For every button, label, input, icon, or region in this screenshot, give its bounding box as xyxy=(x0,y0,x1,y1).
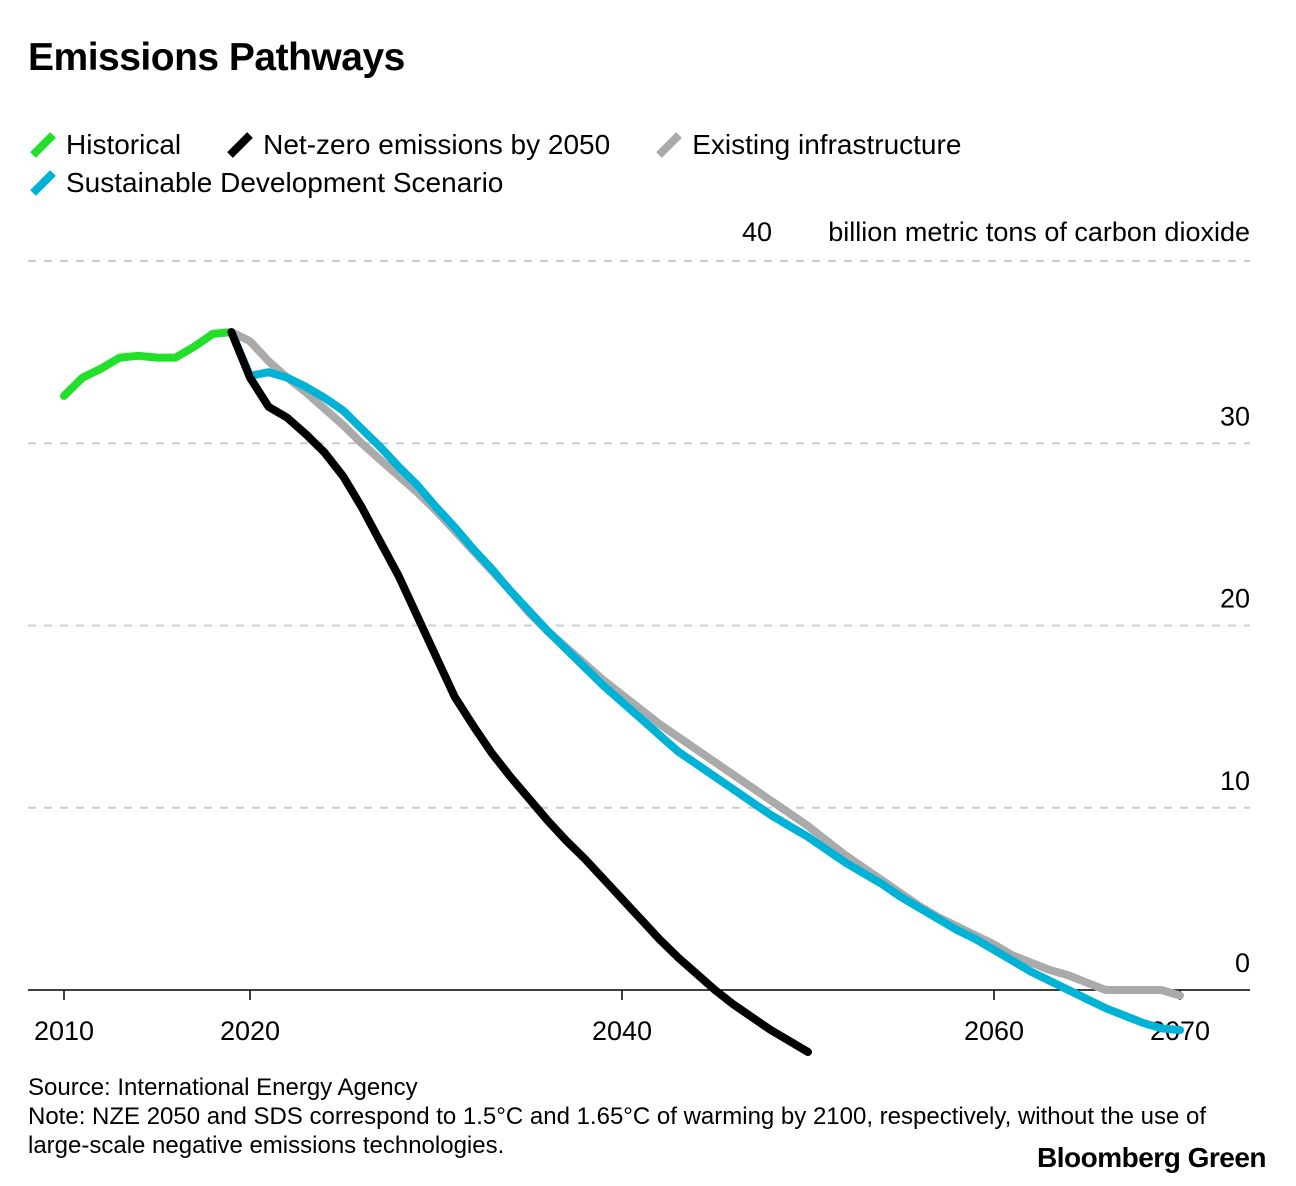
chart-legend: Historical Net-zero emissions by 2050 Ex… xyxy=(28,126,1268,202)
legend-row-1: Historical Net-zero emissions by 2050 Ex… xyxy=(28,126,1268,164)
legend-item-net-zero: Net-zero emissions by 2050 xyxy=(225,129,610,161)
legend-item-sds: Sustainable Development Scenario xyxy=(28,167,503,199)
brand-logo: Bloomberg Green xyxy=(1037,1142,1266,1173)
x-tick-label: 2020 xyxy=(220,1016,280,1046)
legend-swatch-existing-infrastructure xyxy=(656,132,683,158)
y-tick-label: 30 xyxy=(1220,401,1250,431)
y-tick-label: 40 xyxy=(742,217,772,247)
legend-swatch-existing-infrastructure-mark xyxy=(656,132,683,158)
y-tick-label: 0 xyxy=(1235,948,1250,978)
legend-label-net-zero: Net-zero emissions by 2050 xyxy=(263,129,611,160)
legend-label-historical: Historical xyxy=(66,129,182,160)
series-line-1 xyxy=(227,328,1184,1000)
legend-label-existing-infrastructure: Existing infrastructure xyxy=(692,129,962,160)
chart-title: Emissions Pathways xyxy=(28,36,405,79)
y-axis-label: billion metric tons of carbon dioxide xyxy=(828,217,1250,247)
legend-swatch-historical xyxy=(30,132,56,158)
x-tick-label: 2040 xyxy=(592,1016,652,1046)
series-lines xyxy=(60,328,1184,1056)
legend-swatch-net-zero xyxy=(227,132,253,158)
y-axis-tick-labels: 0 10 20 30 40 xyxy=(742,217,1250,978)
series-line-3 xyxy=(227,328,812,1056)
legend-label-sds: Sustainable Development Scenario xyxy=(66,167,504,198)
series-line-0 xyxy=(60,328,236,400)
legend-item-existing-infrastructure: Existing infrastructure xyxy=(654,129,961,161)
legend-swatch-net-zero-mark xyxy=(227,132,253,158)
x-axis-ticks: 2010 2020 2040 2060 2070 xyxy=(34,990,1210,1046)
x-tick-label: 2060 xyxy=(964,1016,1024,1046)
y-tick-label: 20 xyxy=(1220,584,1250,614)
legend-swatch-sds-mark xyxy=(30,170,56,196)
legend-row-2: Sustainable Development Scenario xyxy=(28,164,1268,202)
series-line-2 xyxy=(227,328,1184,1035)
legend-swatch-sds xyxy=(30,170,56,196)
source-text: Source: International Energy Agency xyxy=(28,1074,418,1101)
note-text: Note: NZE 2050 and SDS correspond to 1.5… xyxy=(28,1103,1207,1159)
x-tick-label: 2010 xyxy=(34,1016,94,1046)
legend-item-historical: Historical xyxy=(28,129,181,161)
emissions-line-chart: 0 10 20 30 40 billion metric tons of carbon … xyxy=(28,217,1250,1056)
legend-swatch-historical-mark xyxy=(30,132,56,158)
y-tick-label: 10 xyxy=(1220,766,1250,796)
gridlines xyxy=(28,260,1250,809)
